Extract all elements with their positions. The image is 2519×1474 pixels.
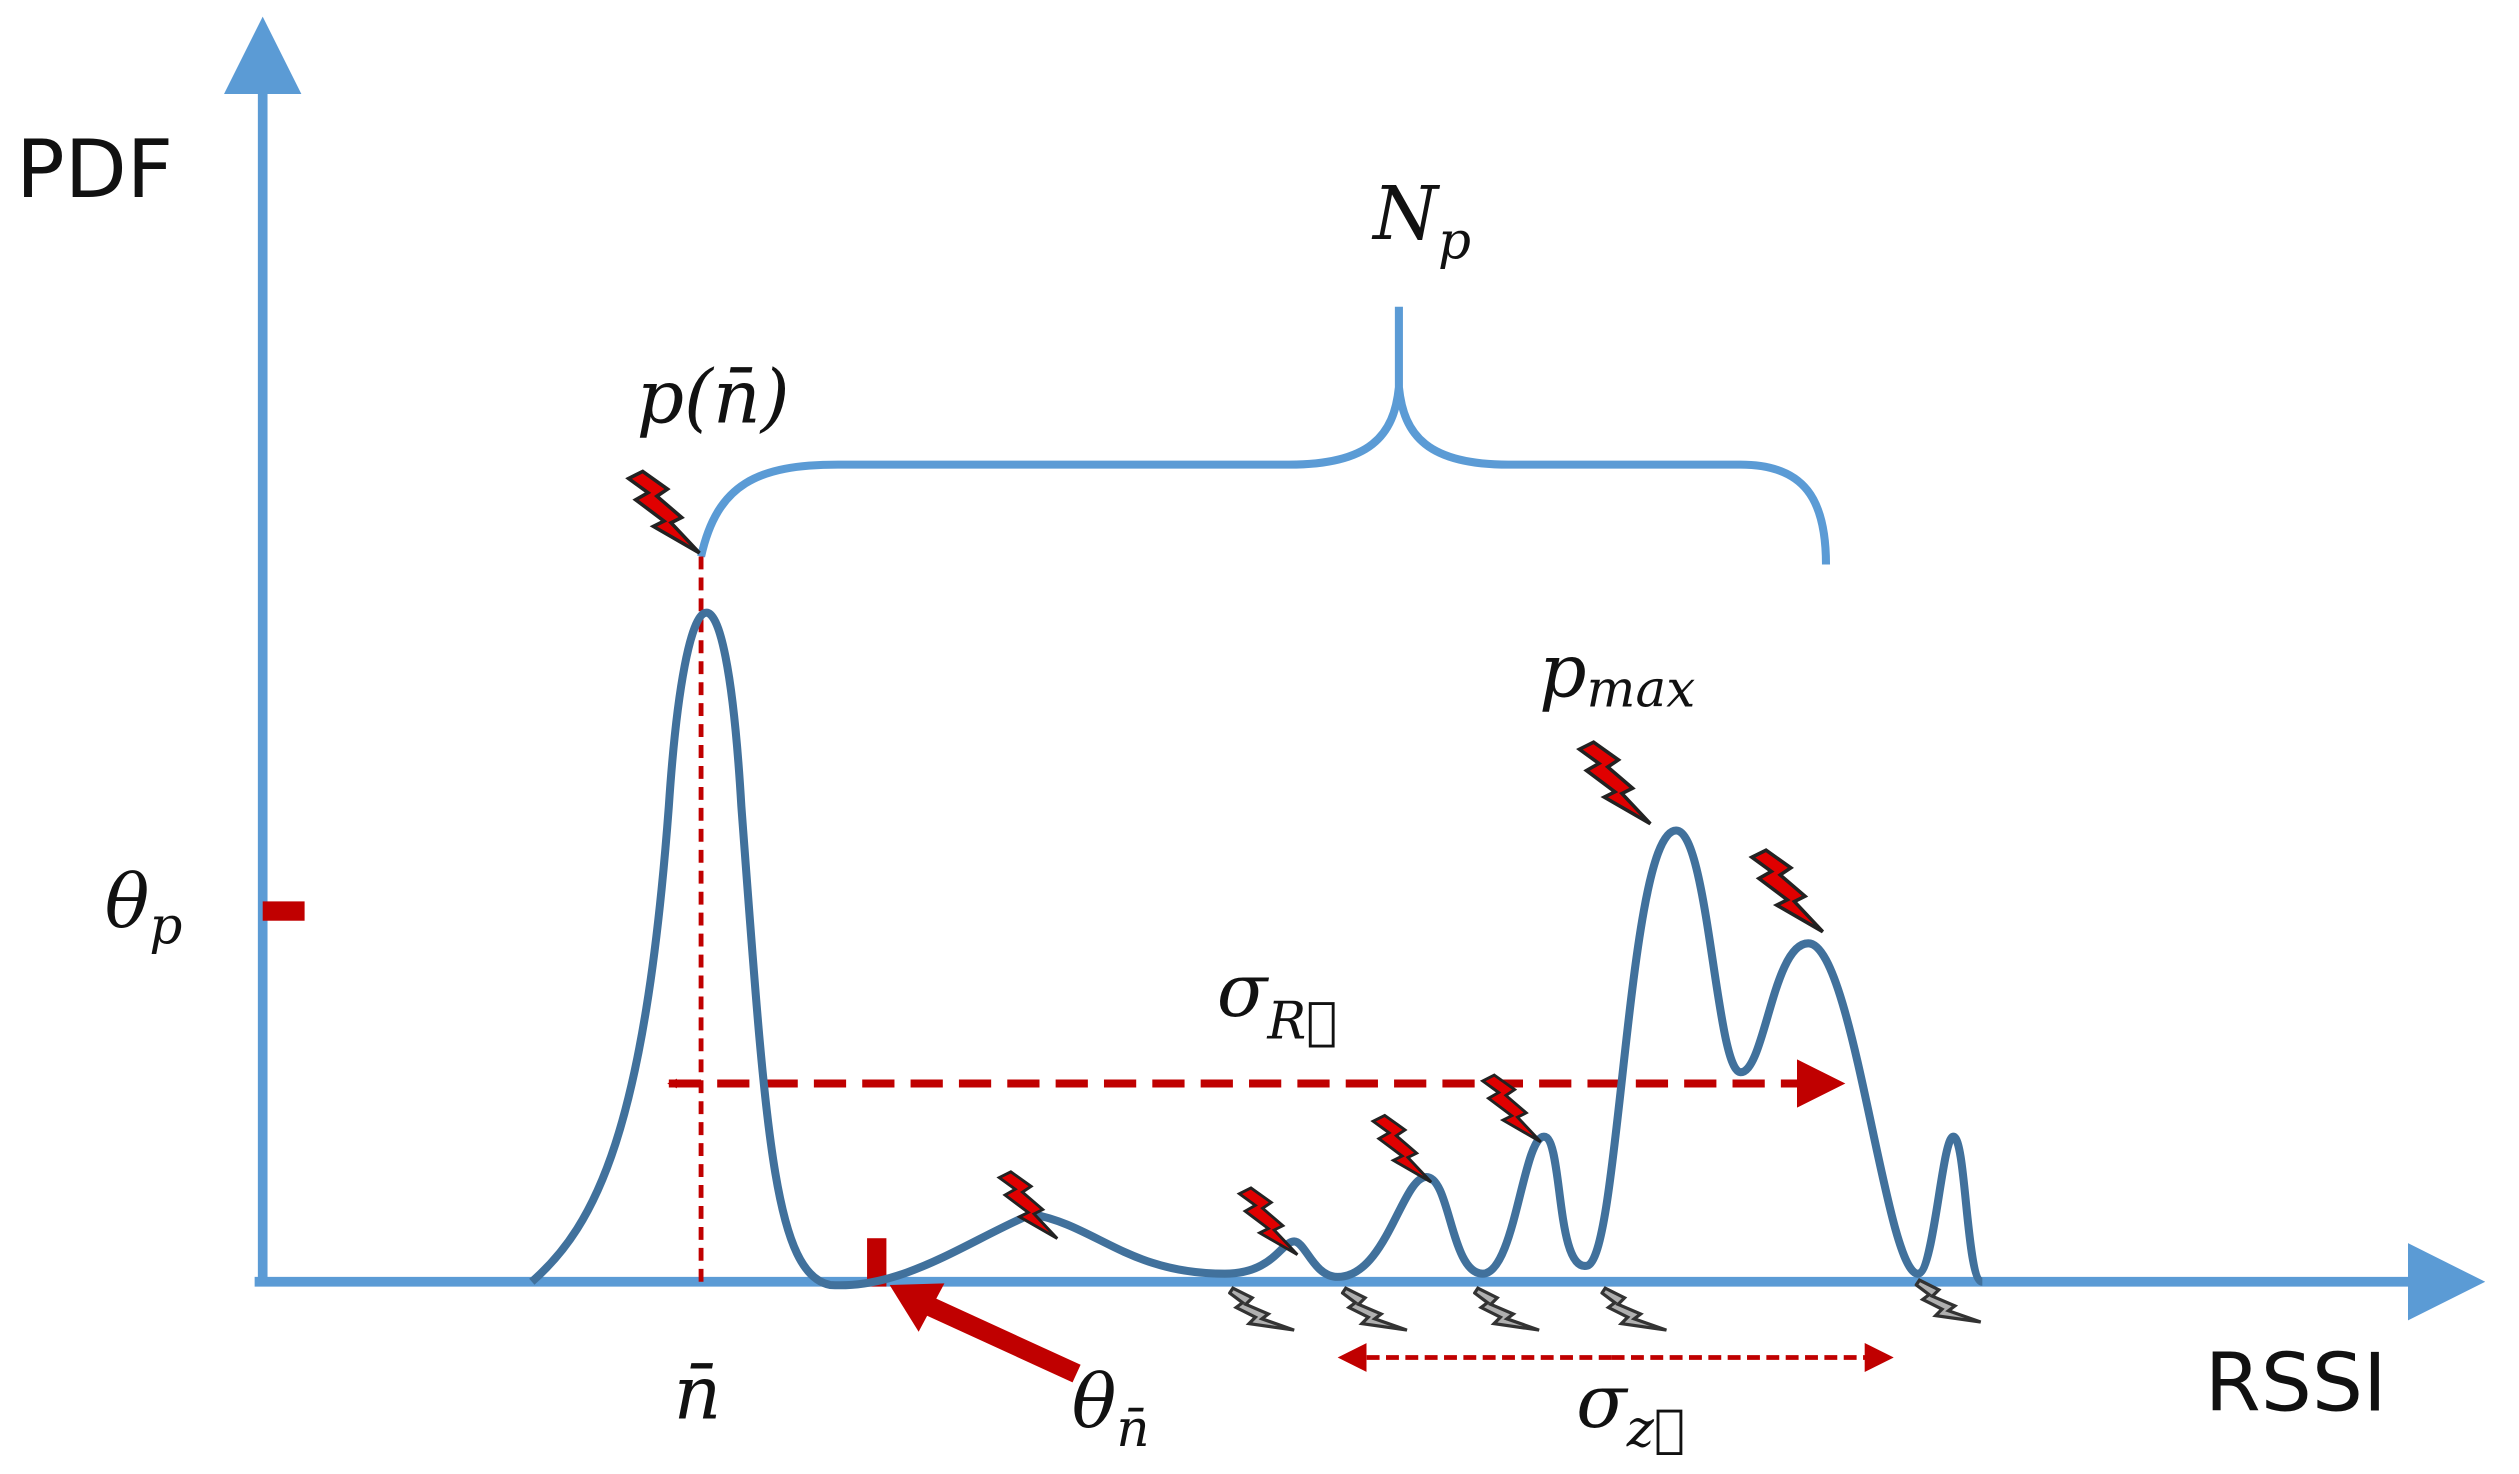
peak-bolt [1577, 740, 1653, 826]
label-base: N [1371, 171, 1440, 257]
theta-p-label: θp [105, 859, 183, 956]
peak-bolt [1371, 1113, 1433, 1184]
label-sub: p [1438, 211, 1471, 271]
n-bar-label: n̄ [674, 1351, 722, 1437]
brace [697, 306, 1831, 565]
p-nbar-label: p(n̄) [637, 355, 790, 441]
peak-bolt [626, 469, 702, 555]
theta-p-tick [262, 901, 305, 921]
label-sub: z⃗ [1626, 1399, 1685, 1459]
p-max-label: pmax [1539, 629, 1695, 720]
label-base: σ [1217, 948, 1270, 1034]
valley-bolt [1600, 1286, 1669, 1332]
valley-bolt [1340, 1286, 1409, 1332]
peak-bolt [1749, 848, 1825, 934]
label-base: θ [1072, 1359, 1117, 1445]
x-axis-label: RSSI [2205, 1337, 2387, 1431]
sigma-r-label: σR⃗ [1217, 948, 1337, 1052]
valley-bolt [1228, 1286, 1296, 1332]
label-sub: n̄ [1116, 1399, 1149, 1459]
n-p-label: Np [1371, 171, 1471, 271]
theta-n-tick [867, 1238, 887, 1287]
sigma-z-label: σz⃗ [1576, 1359, 1685, 1459]
theta-arrow [917, 1293, 1081, 1383]
pdf-curve [529, 608, 1985, 1290]
valley-bolt [1473, 1286, 1541, 1332]
label-sub: max [1587, 659, 1696, 719]
label-base: θ [105, 859, 150, 945]
label-base: σ [1576, 1359, 1629, 1445]
y-axis-label: PDF [16, 123, 173, 217]
theta-nbar-label: θn̄ [1072, 1359, 1150, 1459]
theta-arrow-head [889, 1283, 945, 1332]
label-sub: R⃗ [1266, 991, 1337, 1051]
label-base: p [1539, 629, 1586, 715]
peak-bolt [1237, 1186, 1299, 1257]
label-sub: p [149, 896, 182, 956]
